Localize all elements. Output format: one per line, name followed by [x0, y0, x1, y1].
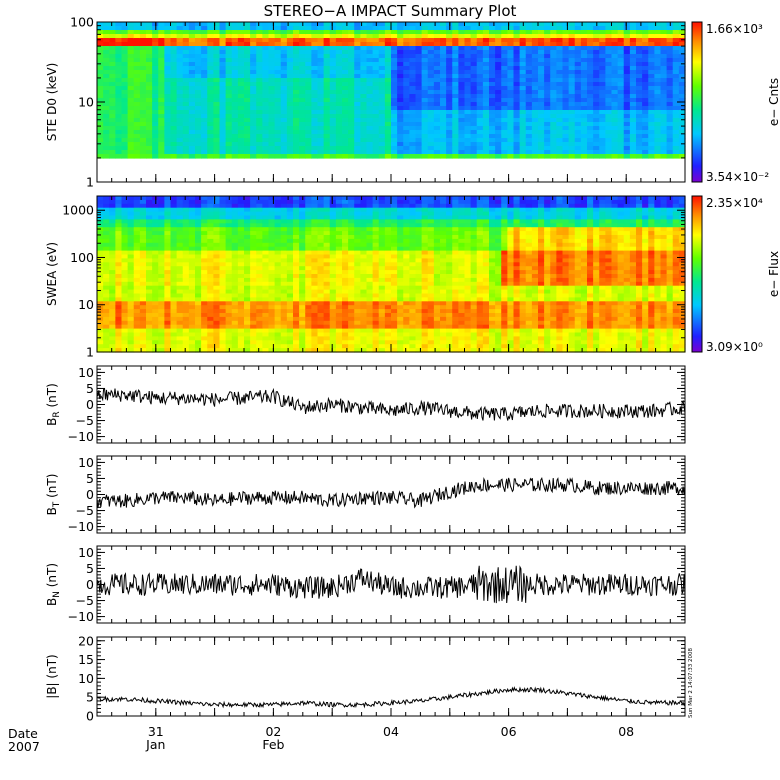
bn-ytick-label: −5 — [76, 593, 94, 608]
bt-ytick-label: 0 — [86, 487, 94, 502]
br-ytick-label: −5 — [76, 413, 94, 428]
date-axis-label: Date — [8, 726, 38, 741]
x-tick-label: 08 — [618, 724, 634, 739]
x-tick-label: 02 — [265, 724, 281, 739]
swea-ytick-label: 100 — [70, 250, 94, 265]
swea-ylabel: SWEA (eV) — [45, 242, 59, 306]
bt-ytick-label: 5 — [86, 471, 94, 486]
btot-series-line — [96, 686, 686, 709]
br-panel — [96, 387, 686, 421]
bn-series-line — [96, 565, 686, 604]
bn-ytick-label: 5 — [86, 561, 94, 576]
ste-heatmap-cells — [97, 22, 686, 159]
ste-colorbar-title: e− Cnts — [767, 78, 780, 126]
swea-colorbar — [691, 195, 703, 353]
bn-ytick-label: 10 — [78, 545, 94, 560]
ste-ytick-label: 1 — [86, 175, 94, 190]
swea-colorbar-min-label: 3.09×10⁰ — [706, 340, 763, 354]
btot-ytick-label: 10 — [78, 671, 94, 686]
br-ytick-label: 10 — [78, 365, 94, 380]
swea-panel: 2.35×10⁴ 3.09×10⁰ e− Flux — [97, 195, 780, 354]
br-ytick-label: 5 — [86, 381, 94, 396]
br-series-line — [96, 387, 686, 421]
ste-colorbar-max-label: 1.66×10³ — [706, 22, 763, 36]
btot-ylabel: |B| (nT) — [45, 654, 59, 698]
br-ytick-label: 0 — [86, 397, 94, 412]
ste-colorbar-min-label: 3.54×10⁻² — [706, 170, 769, 184]
bt-series-line — [96, 476, 686, 509]
x-tick-label: 31 — [148, 724, 164, 739]
x-tick-label: 06 — [501, 724, 517, 739]
swea-ytick-label: 1000 — [62, 203, 94, 218]
btot-ytick-label: 20 — [78, 633, 94, 648]
bt-ylabel: BT (nT) — [45, 474, 62, 516]
bn-ytick-label: −10 — [68, 609, 94, 624]
btot-ytick-label: 5 — [86, 690, 94, 705]
ste-colorbar — [691, 21, 703, 183]
br-frame — [96, 365, 686, 444]
swea-colorbar-max-label: 2.35×10⁴ — [706, 196, 763, 210]
br-ylabel: BR (nT) — [45, 383, 62, 426]
x-tick-label: 04 — [383, 724, 399, 739]
swea-colorbar-title: e− Flux — [767, 251, 780, 297]
br-ytick-label: −10 — [68, 429, 94, 444]
ste-ytick-label: 100 — [70, 15, 94, 30]
swea-ytick-label: 10 — [78, 297, 94, 312]
btot-ytick-label: 0 — [86, 709, 94, 724]
btot-panel — [96, 686, 686, 709]
ste-ylabel: STE D0 (keV) — [45, 63, 59, 142]
bn-ytick-label: 0 — [86, 577, 94, 592]
timestamp: Sun Mar 2 14:07:33 2008 — [688, 647, 694, 718]
bt-panel — [96, 476, 686, 509]
bt-ytick-label: 10 — [78, 455, 94, 470]
year-axis-label: 2007 — [8, 739, 40, 754]
ste-panel: 1.66×10³ 3.54×10⁻² e− Cnts — [97, 21, 780, 184]
bt-ytick-label: −10 — [68, 519, 94, 534]
bt-ytick-label: −5 — [76, 503, 94, 518]
btot-ytick-label: 15 — [78, 652, 94, 667]
ste-ytick-label: 10 — [78, 95, 94, 110]
bn-ylabel: BN (nT) — [45, 563, 62, 606]
x-tick-month-label: Feb — [262, 737, 284, 752]
swea-heatmap-cells — [97, 196, 686, 353]
bn-panel — [96, 565, 686, 604]
plot-title: STEREO−A IMPACT Summary Plot — [264, 2, 517, 20]
swea-ytick-label: 1 — [86, 345, 94, 360]
x-tick-month-label: Jan — [145, 737, 165, 752]
